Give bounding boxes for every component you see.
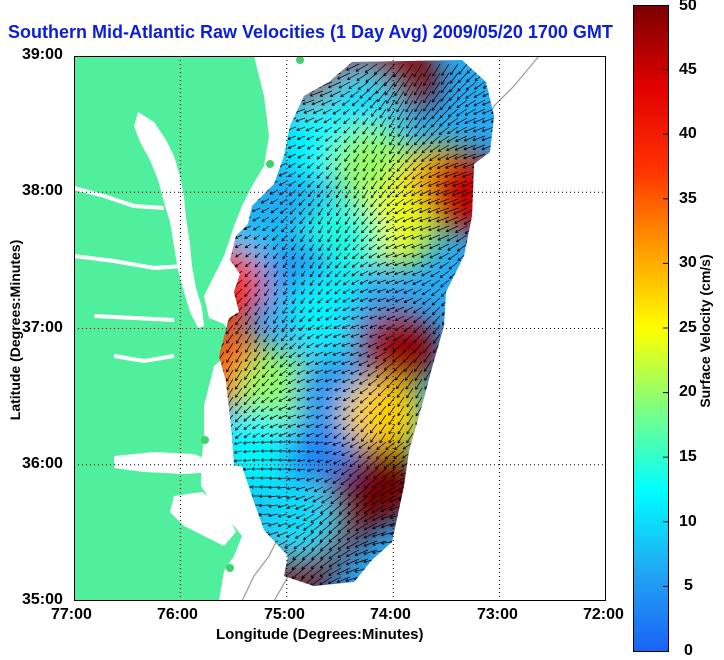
- colorbar-tick-label: 15: [679, 448, 697, 465]
- colorbar-tick-label: 25: [679, 319, 697, 336]
- hf-radar-site: [266, 160, 274, 168]
- bay-tributary: [74, 186, 185, 364]
- colorbar-ticks: [663, 69, 669, 587]
- colorbar-label: Surface Velocity (cm/s): [697, 254, 713, 408]
- y-tick-label: 38:00: [22, 182, 63, 199]
- x-tick-label: 72:00: [583, 606, 624, 623]
- y-axis-label: Latitude (Degrees:Minutes): [7, 239, 23, 421]
- albemarle-sound: [114, 452, 216, 474]
- colorbar-tick-label: 40: [679, 125, 697, 142]
- colorbar-tick-label: 35: [679, 190, 697, 207]
- speed-region: [331, 125, 412, 205]
- colorbar-tick-label: 0: [684, 642, 693, 659]
- speed-region: [236, 349, 317, 430]
- grid-lines: [74, 56, 606, 601]
- chart-title: Southern Mid-Atlantic Raw Velocities (1 …: [8, 22, 613, 42]
- colorbar-tick-label: 20: [679, 383, 697, 400]
- y-tick-label: 35:00: [22, 591, 63, 608]
- colorbar-tick-label: 50: [679, 0, 697, 14]
- colorbar-tick-label: 10: [679, 513, 697, 530]
- plot-frame: [74, 56, 606, 601]
- colorbar-tick-label: 45: [679, 61, 697, 78]
- y-tick-label: 37:00: [22, 319, 63, 336]
- colorbar-tick-label: 30: [679, 254, 697, 271]
- x-tick-label: 76:00: [157, 606, 198, 623]
- x-tick-label: 74:00: [370, 606, 411, 623]
- colorbar-tick-label: 5: [684, 577, 693, 594]
- colorbar: [633, 5, 669, 652]
- x-tick-label: 77:00: [51, 606, 92, 623]
- y-tick-label: 39:00: [22, 46, 63, 63]
- x-tick-label: 73:00: [477, 606, 518, 623]
- chesapeake-bay: [134, 112, 204, 328]
- speed-region: [342, 377, 423, 458]
- x-axis-label: Longitude (Degrees:Minutes): [216, 626, 424, 643]
- y-tick-label: 36:00: [22, 455, 63, 472]
- colorbar-gradient: [633, 5, 669, 652]
- hf-radar-site: [226, 564, 234, 572]
- hf-radar-site: [201, 436, 209, 444]
- x-tick-label: 75:00: [264, 606, 305, 623]
- hf-radar-site: [296, 56, 304, 64]
- pamlico-sound: [170, 492, 236, 546]
- velocity-map: [74, 56, 606, 601]
